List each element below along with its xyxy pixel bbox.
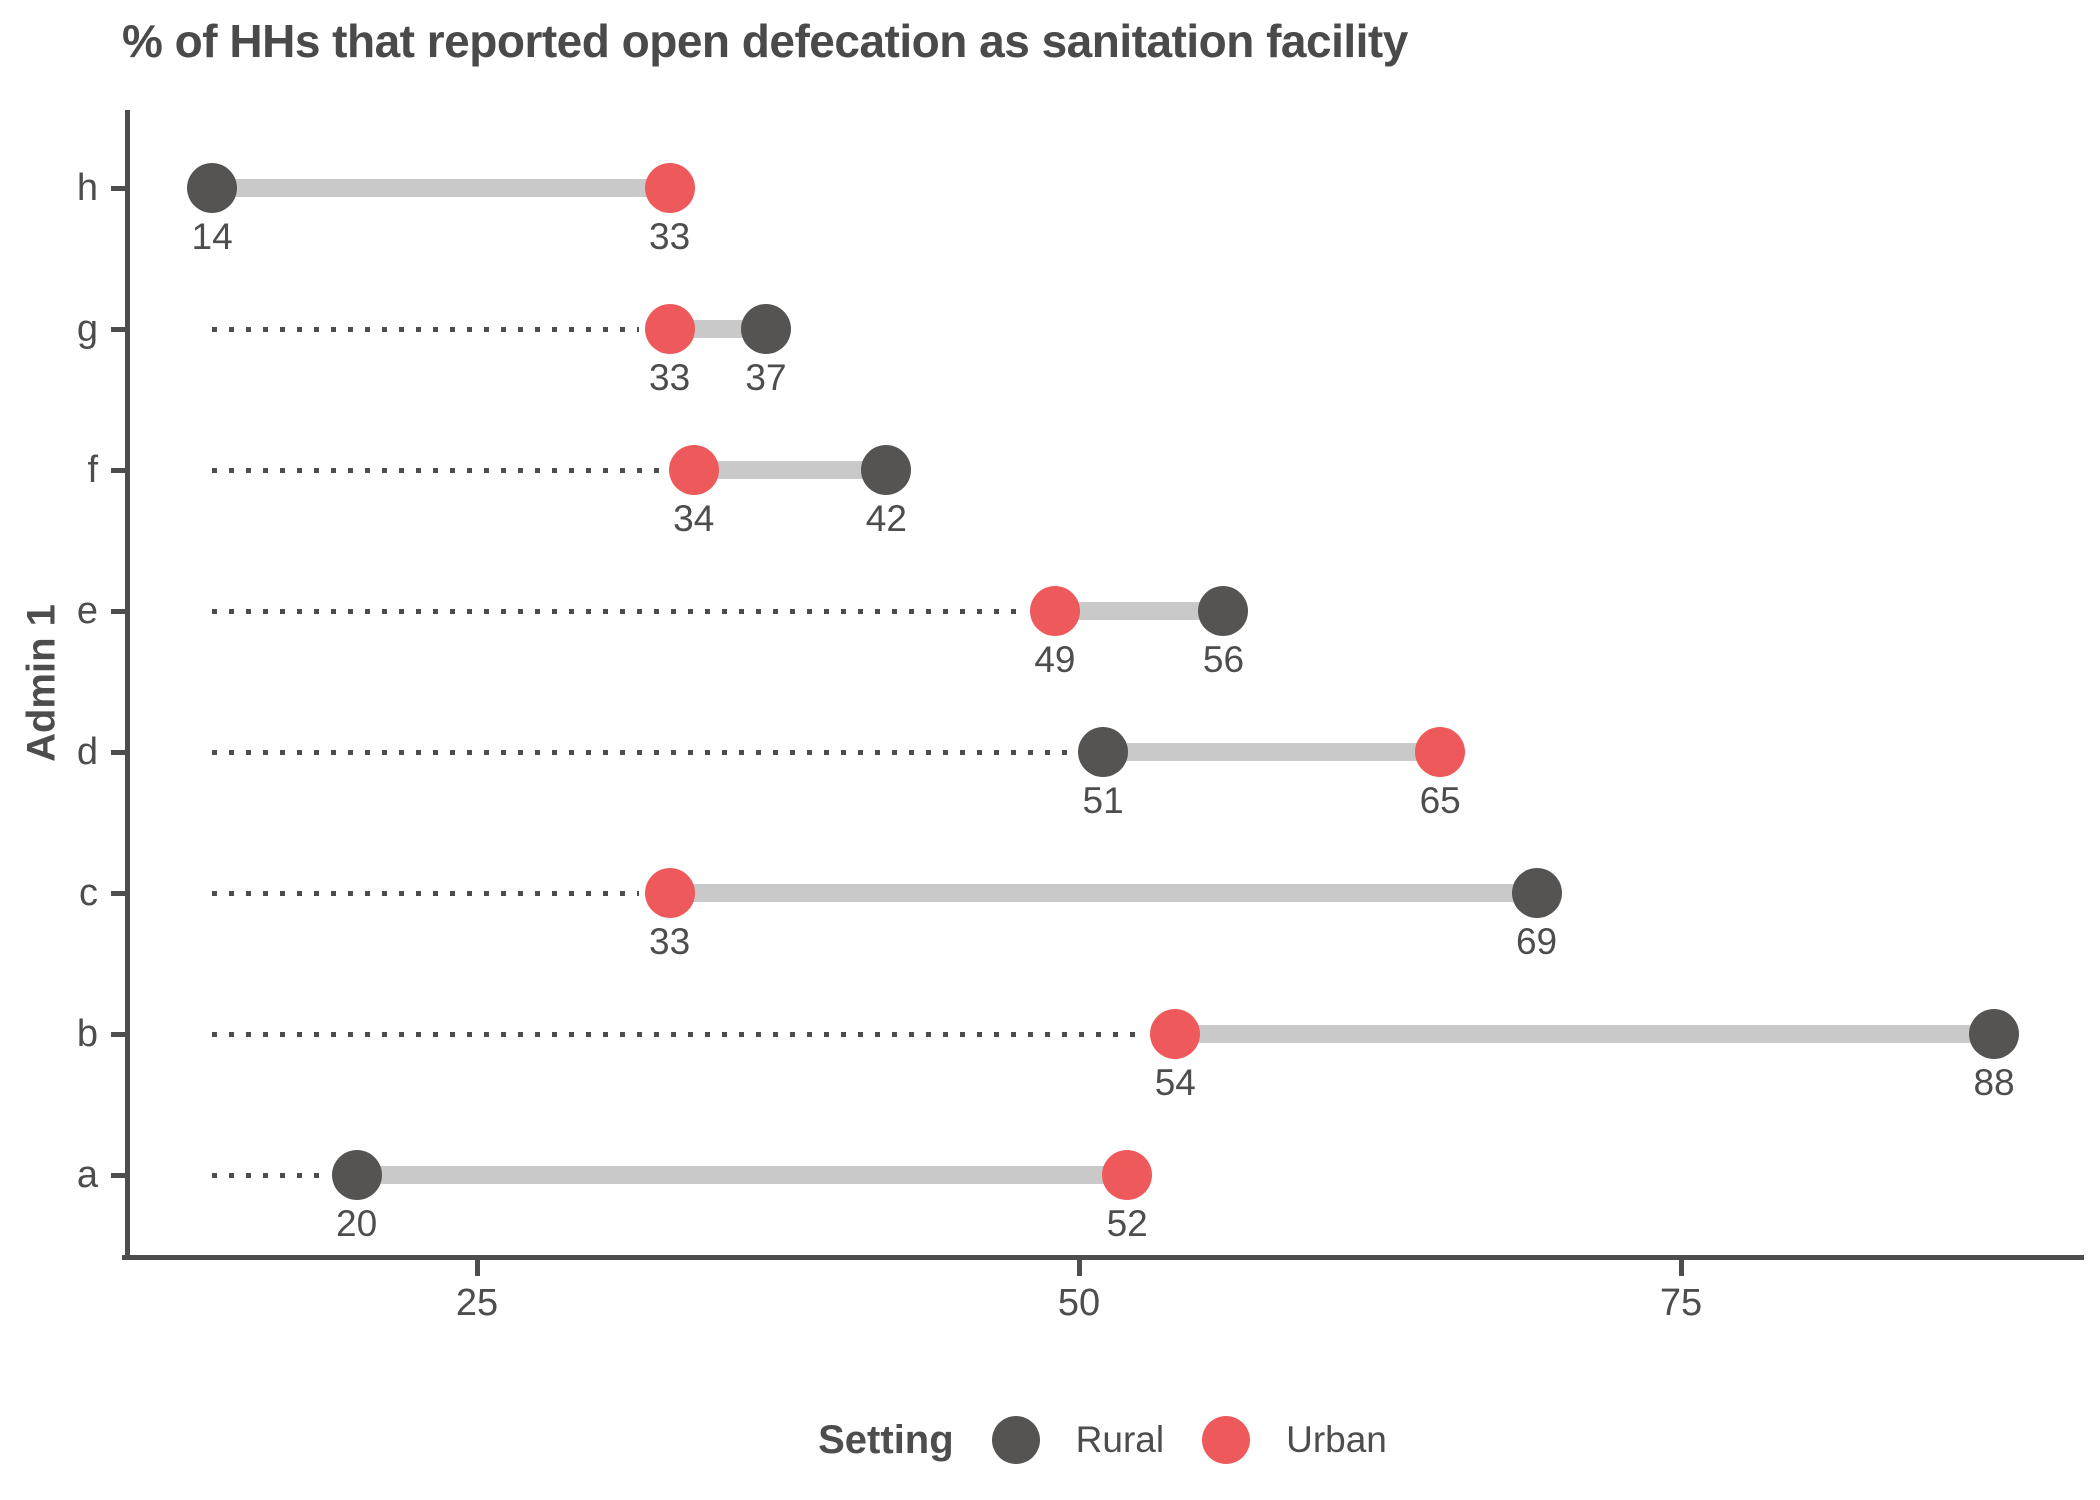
rural-dot xyxy=(187,163,238,213)
urban-dot xyxy=(1150,1009,1201,1059)
rural-dot xyxy=(1511,868,1562,918)
category-label: g xyxy=(76,308,98,350)
chart-title: % of HHs that reported open defecation a… xyxy=(122,15,1408,67)
urban-dot xyxy=(668,445,719,495)
leader-line xyxy=(212,467,663,473)
legend-swatch-rural xyxy=(991,1416,1040,1464)
y-tick xyxy=(111,185,125,191)
connector-bar xyxy=(1175,1025,1995,1043)
legend-label-rural: Rural xyxy=(1075,1419,1165,1460)
legend-title: Setting xyxy=(818,1417,954,1462)
x-tick-label: 50 xyxy=(1057,1282,1101,1324)
y-tick xyxy=(111,890,125,896)
rural-dot xyxy=(861,445,912,495)
category-label: b xyxy=(76,1013,98,1055)
legend-label-urban: Urban xyxy=(1286,1419,1387,1460)
rural-dot xyxy=(740,304,791,354)
rural-value-label: 88 xyxy=(1973,1062,2015,1103)
category-label: e xyxy=(76,590,98,632)
leader-line xyxy=(212,890,639,896)
rural-dot xyxy=(1969,1009,2020,1059)
connector-bar xyxy=(356,1166,1128,1184)
rural-value-label: 69 xyxy=(1515,921,1558,962)
leader-line xyxy=(212,1031,1145,1037)
rural-value-label: 37 xyxy=(745,357,787,398)
rural-value-label: 14 xyxy=(191,216,233,257)
connector-bar xyxy=(693,461,887,479)
legend: Setting Rural Urban xyxy=(125,1402,2080,1478)
leader-line xyxy=(212,326,639,332)
y-tick xyxy=(111,326,125,332)
connector-bar xyxy=(212,179,670,197)
rural-dot xyxy=(1078,727,1129,777)
y-tick xyxy=(111,1031,125,1037)
x-tick-label: 25 xyxy=(455,1282,499,1324)
urban-value-label: 33 xyxy=(649,357,691,398)
leader-line xyxy=(212,1172,326,1178)
category-label: a xyxy=(76,1154,98,1196)
rural-value-label: 56 xyxy=(1202,639,1245,680)
urban-dot xyxy=(1415,727,1466,777)
legend-item-urban: Urban xyxy=(1202,1416,1387,1464)
x-tick-label: 75 xyxy=(1659,1282,1703,1324)
y-tick xyxy=(111,608,125,614)
urban-value-label: 34 xyxy=(673,498,715,539)
urban-value-label: 33 xyxy=(649,216,691,257)
y-tick xyxy=(111,467,125,473)
y-axis-line xyxy=(125,110,130,1260)
x-tick xyxy=(474,1260,480,1276)
rural-value-label: 20 xyxy=(336,1203,378,1244)
y-tick xyxy=(111,1172,125,1178)
connector-bar xyxy=(669,884,1537,902)
legend-swatch-urban xyxy=(1202,1416,1251,1464)
urban-dot xyxy=(644,304,695,354)
urban-value-label: 65 xyxy=(1419,780,1461,821)
leader-line xyxy=(212,608,1024,614)
x-tick xyxy=(1076,1260,1082,1276)
urban-value-label: 33 xyxy=(649,921,691,962)
connector-bar xyxy=(1054,602,1224,620)
category-label: f xyxy=(87,449,98,491)
rural-value-label: 42 xyxy=(865,498,907,539)
category-label: c xyxy=(79,872,98,914)
urban-dot xyxy=(1102,1150,1153,1200)
y-tick xyxy=(111,749,125,755)
rural-value-label: 51 xyxy=(1082,780,1124,821)
rural-dot xyxy=(331,1150,382,1200)
connector-bar xyxy=(1103,743,1441,761)
urban-value-label: 52 xyxy=(1106,1203,1148,1244)
category-label: d xyxy=(76,731,98,773)
x-tick xyxy=(1678,1260,1684,1276)
urban-dot xyxy=(1029,586,1080,636)
rural-dot xyxy=(1198,586,1249,636)
legend-item-rural: Rural xyxy=(991,1416,1165,1464)
leader-line xyxy=(212,749,1073,755)
urban-dot xyxy=(644,868,695,918)
urban-value-label: 49 xyxy=(1034,639,1076,680)
category-label: h xyxy=(76,167,98,209)
x-axis-line xyxy=(122,1255,2084,1260)
urban-dot xyxy=(644,163,695,213)
urban-value-label: 54 xyxy=(1154,1062,1196,1103)
